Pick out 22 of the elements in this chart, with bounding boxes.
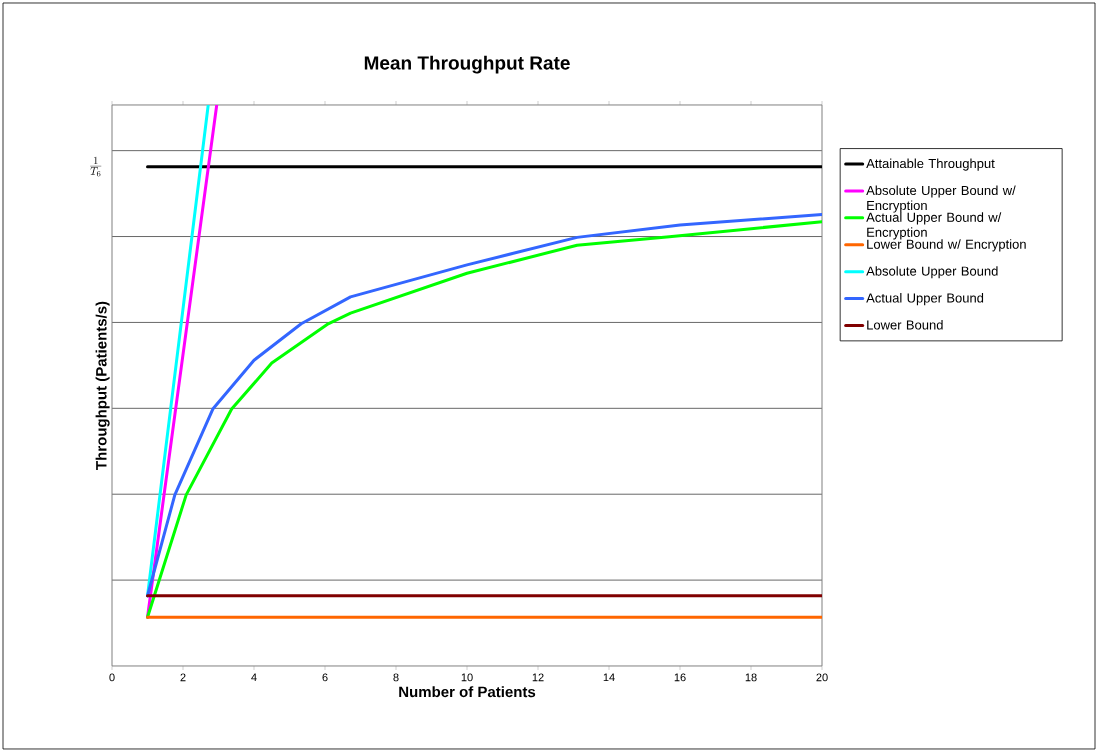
x-tick-label: 12 xyxy=(532,673,544,682)
x-tick-label: 0 xyxy=(109,673,115,682)
x-axis-title: Number of Patients xyxy=(399,686,536,698)
x-tick-label: 4 xyxy=(251,673,257,682)
x-tick-label: 10 xyxy=(461,673,473,682)
legend-label: Lower Bound w/ Encryption xyxy=(867,239,1026,252)
x-tick-label: 20 xyxy=(816,673,828,682)
x-tick-label: 6 xyxy=(322,673,328,682)
legend-label: Absolute Upper Bound w/ Encryption xyxy=(866,185,1016,213)
legend-label: Actual Upper Bound xyxy=(866,293,984,306)
x-tick-label: 14 xyxy=(603,673,615,682)
x-tick-label: 2 xyxy=(180,673,186,682)
x-tick-label: 18 xyxy=(745,673,757,682)
text: $\frac{1}{T_6}$ xyxy=(90,156,102,177)
x-tick-label: 16 xyxy=(674,673,686,682)
legend-label: Actual Upper Bound w/ Encryption xyxy=(866,212,1002,240)
x-tick-label: 8 xyxy=(393,673,399,682)
legend-label: Absolute Upper Bound xyxy=(866,266,998,279)
legend-label: Attainable Throughput xyxy=(866,158,995,171)
legend-label: Lower Bound xyxy=(867,319,943,330)
y-axis-title: Throughput (Patients/s) xyxy=(95,301,110,470)
chart-title: Mean Throughput Rate xyxy=(364,55,570,74)
